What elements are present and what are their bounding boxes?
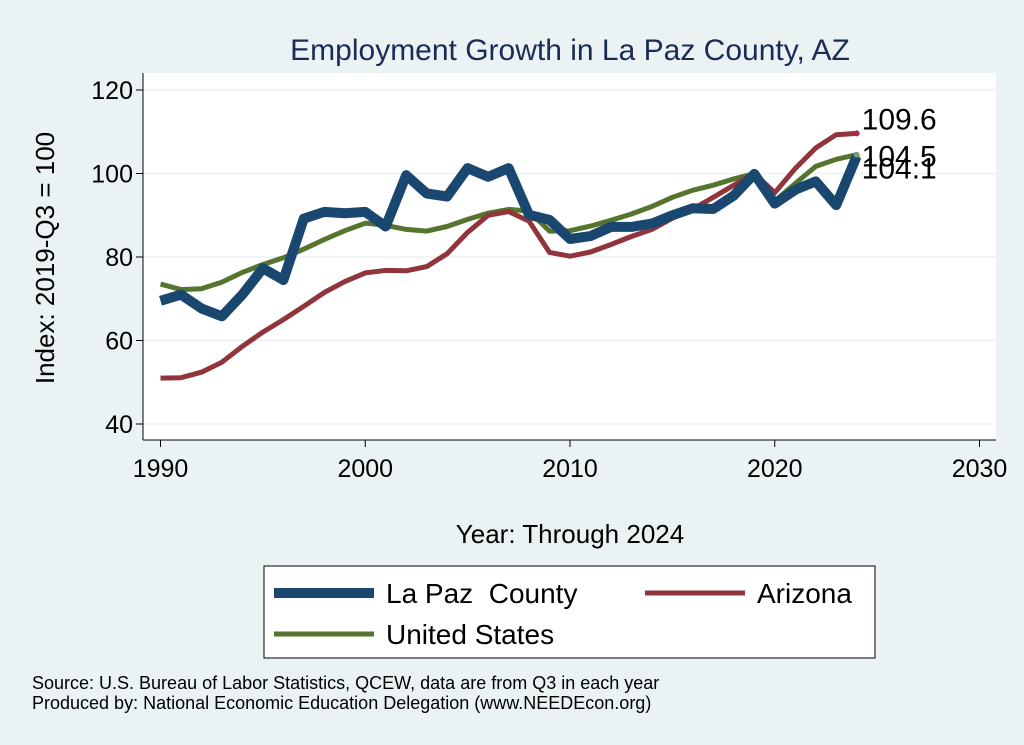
producer-note: Produced by: National Economic Education…: [32, 693, 651, 713]
y-axis-label: Index: 2019-Q3 = 100: [30, 132, 60, 384]
x-tick-label: 2010: [542, 455, 598, 483]
x-tick-label: 2020: [747, 455, 803, 483]
y-tick-label: 100: [91, 161, 133, 189]
legend-label: La Paz County: [386, 578, 577, 609]
end-marker: [853, 151, 860, 158]
x-axis-label: Year: Through 2024: [456, 519, 684, 549]
y-tick-label: 40: [105, 411, 133, 439]
y-tick-label: 60: [105, 328, 133, 356]
legend-box: [263, 565, 876, 659]
y-tick-label: 80: [105, 244, 133, 272]
chart-title: Employment Growth in La Paz County, AZ: [290, 34, 850, 67]
end-label: 109.6: [862, 103, 937, 136]
end-marker: [853, 130, 860, 137]
legend: La Paz County Arizona United States: [263, 565, 876, 659]
end-label: 104.5: [862, 141, 937, 174]
end-labels: 104.1 109.6 104.5: [853, 103, 937, 185]
x-tick-label: 2030: [952, 455, 1008, 483]
x-tick-label: 2000: [337, 455, 393, 483]
legend-label: United States: [386, 619, 554, 650]
legend-label: Arizona: [757, 578, 852, 609]
y-tick-label: 120: [91, 77, 133, 105]
x-tick-label: 1990: [133, 455, 189, 483]
end-label: 104.1: [862, 152, 937, 185]
source-note: Source: U.S. Bureau of Labor Statistics,…: [32, 673, 659, 693]
series-line-la-paz-county: [159, 154, 862, 322]
axes: 40 60 80 100 120 1990 2000 2010 2020 2030: [91, 73, 1007, 483]
series-layer: [159, 130, 862, 381]
